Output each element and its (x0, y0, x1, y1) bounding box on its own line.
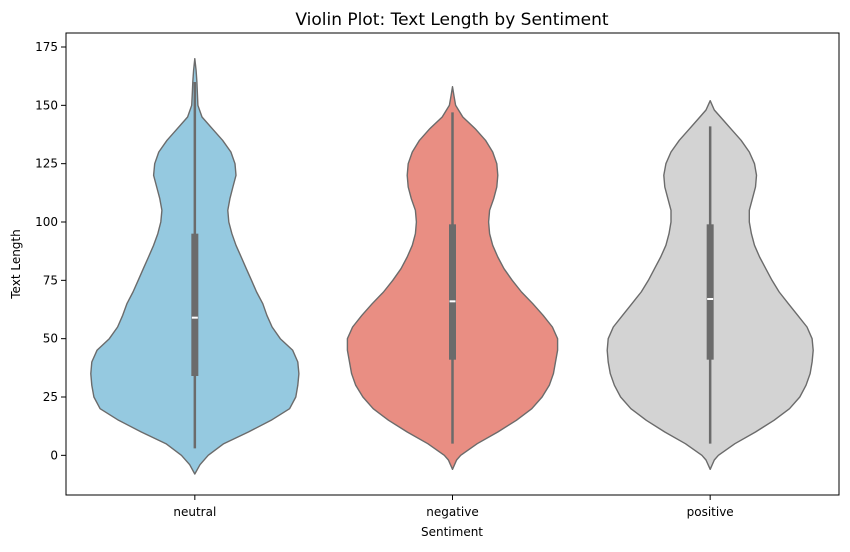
iqr-box-negative (449, 224, 456, 360)
y-axis-label: Text Length (9, 229, 23, 299)
y-tick-label: 75 (43, 273, 58, 287)
iqr-box-neutral (191, 233, 199, 376)
y-tick-label: 100 (35, 215, 58, 229)
y-tick-label: 150 (35, 98, 58, 112)
x-axis-label: Sentiment (421, 525, 483, 539)
y-tick-label: 25 (43, 390, 58, 404)
y-tick-label: 50 (43, 332, 58, 346)
y-tick-label: 125 (35, 157, 58, 171)
x-tick-label: positive (687, 505, 734, 519)
x-axis: neutral negative positive (173, 495, 734, 519)
y-tick-label: 0 (50, 448, 58, 462)
y-axis: 0 25 50 75 100 125 150 175 (35, 40, 66, 462)
chart-title: Violin Plot: Text Length by Sentiment (295, 10, 608, 30)
x-tick-label: neutral (173, 505, 216, 519)
x-tick-label: negative (426, 505, 478, 519)
y-tick-label: 175 (35, 40, 58, 54)
iqr-box-positive (706, 224, 714, 360)
boxes-layer (191, 82, 714, 449)
